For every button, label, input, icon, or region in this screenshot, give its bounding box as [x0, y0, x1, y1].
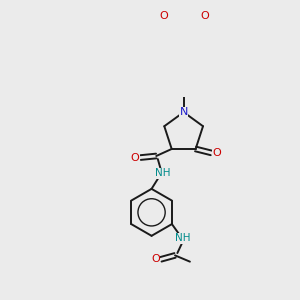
- Text: NH: NH: [155, 168, 170, 178]
- Text: N: N: [179, 107, 188, 117]
- Text: O: O: [151, 254, 160, 264]
- Text: O: O: [200, 11, 209, 21]
- Text: O: O: [160, 11, 169, 21]
- Text: O: O: [212, 148, 221, 158]
- Text: NH: NH: [175, 233, 190, 243]
- Text: O: O: [131, 153, 140, 163]
